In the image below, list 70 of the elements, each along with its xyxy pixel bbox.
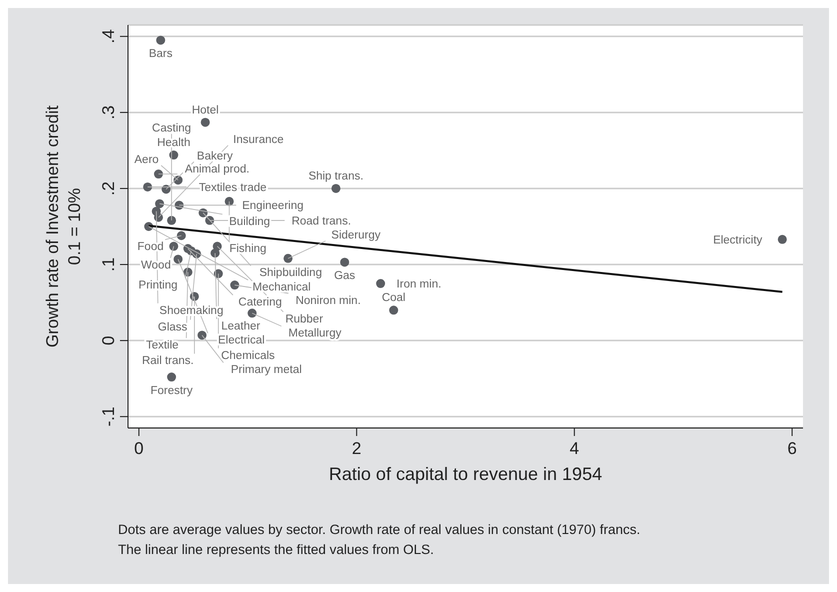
x-tick-label: 2 — [352, 439, 362, 458]
annotation: Textile — [146, 340, 179, 352]
annotation: Coal — [382, 292, 406, 304]
point — [230, 280, 240, 290]
annotation: Shipbuilding — [259, 267, 322, 280]
point — [376, 279, 386, 288]
y-tick-label: .1 — [99, 257, 118, 272]
y-axis-title: Growth rate of Investment credit 0.1 = 10% — [43, 105, 84, 348]
point — [778, 234, 787, 244]
point — [176, 231, 186, 240]
annotation: Gas — [334, 270, 356, 282]
point — [174, 254, 183, 264]
annotation: Rubber — [285, 313, 324, 326]
point — [167, 216, 176, 225]
text: Dots are average values by sector. Growth rate of real values in constant (1970) francs. — [118, 521, 640, 539]
y-tick-label: .4 — [99, 29, 118, 44]
point — [169, 242, 178, 251]
point — [200, 118, 210, 127]
annotation: Forestry — [150, 385, 193, 398]
point — [248, 308, 257, 318]
annotation: Textiles trade — [198, 182, 267, 194]
annotation: Glass — [158, 321, 188, 334]
x-axis-title: Ratio of capital to revenue in 1954 — [328, 464, 602, 484]
point — [167, 372, 176, 382]
annotation: Engineering — [242, 200, 304, 212]
annotation: Bakery — [196, 150, 233, 162]
annotation: Shoemaking — [159, 304, 224, 317]
annotation: Metallurgy — [288, 328, 342, 340]
text: The linear line represents the fitted values from OLS. — [118, 541, 435, 559]
point — [340, 258, 350, 267]
annotation: Iron min. — [396, 278, 442, 291]
annotation: Fishing — [229, 242, 266, 255]
annotation: Mechanical — [252, 282, 311, 294]
x-tick-label: 4 — [570, 439, 580, 458]
point — [155, 199, 164, 208]
point — [154, 170, 163, 179]
y-tick-label: -.1 — [99, 406, 118, 427]
annotation: Primary metal — [230, 364, 302, 376]
annotation: Printing — [138, 280, 178, 292]
annotation: Health — [157, 137, 190, 150]
annotation: Casting — [152, 122, 192, 134]
annotation: Rail trans. — [142, 355, 194, 368]
annotation: Animal prod. — [184, 164, 250, 176]
point — [389, 306, 398, 315]
annotation: Road trans. — [292, 215, 352, 228]
annotation: Catering — [238, 296, 282, 309]
y-tick-label: .2 — [99, 181, 118, 196]
point — [224, 196, 234, 206]
y-tick-label: 0 — [99, 336, 118, 346]
annotation: Insurance — [233, 134, 284, 146]
annotation: Hotel — [192, 104, 219, 116]
annotation: Wood — [141, 259, 171, 272]
annotation: Chemicals — [221, 350, 276, 362]
point — [156, 36, 166, 45]
point — [198, 330, 207, 340]
annotation: Electricity — [713, 234, 763, 246]
annotation: Bars — [148, 48, 173, 60]
point — [284, 254, 293, 263]
annotation: Noniron min. — [296, 294, 361, 307]
x-tick-label: 6 — [787, 439, 797, 458]
annotation: Food — [137, 241, 164, 254]
annotation: Aero — [134, 154, 159, 166]
annotation: Electrical — [218, 334, 265, 347]
annotation: Siderurgy — [331, 229, 381, 242]
point — [143, 182, 152, 192]
x-tick-label: 0 — [134, 439, 144, 458]
y-tick-label: .3 — [99, 105, 118, 120]
point — [331, 184, 340, 193]
annotation: Ship trans. — [308, 170, 364, 182]
annotation: Leather — [221, 320, 260, 333]
